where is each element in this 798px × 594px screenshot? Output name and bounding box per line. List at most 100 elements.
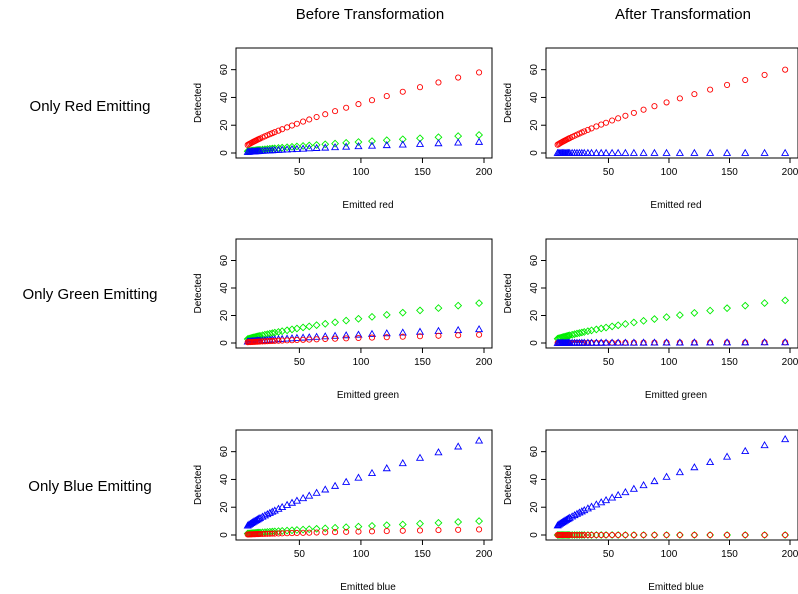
data-point-blue xyxy=(287,145,297,153)
y-tick-label: 20 xyxy=(219,501,230,513)
data-point-blue xyxy=(454,138,463,146)
y-tick-label: 60 xyxy=(219,64,230,76)
data-point-blue xyxy=(398,328,407,336)
data-point-red xyxy=(343,104,350,111)
x-tick-label: 100 xyxy=(353,549,370,560)
y-tick-label: 0 xyxy=(529,340,540,346)
data-point-red xyxy=(284,124,291,131)
data-point-blue xyxy=(601,148,611,156)
y-tick-label: 0 xyxy=(219,532,230,538)
data-point-green xyxy=(577,328,586,337)
data-point-blue xyxy=(283,145,292,153)
x-tick-label: 100 xyxy=(661,549,678,560)
y-tick-label: 20 xyxy=(529,501,540,513)
data-point-blue xyxy=(454,325,463,334)
data-point-green xyxy=(621,320,630,328)
data-point-green xyxy=(299,323,308,332)
data-point-blue xyxy=(299,493,308,502)
data-point-blue xyxy=(706,338,715,346)
y-axis-label: Detected xyxy=(193,273,204,313)
y-tick-label: 40 xyxy=(529,282,540,294)
data-point-red xyxy=(322,335,329,343)
data-point-red xyxy=(640,531,647,539)
y-tick-label: 20 xyxy=(529,310,540,322)
data-point-green xyxy=(354,314,363,323)
data-point-green xyxy=(274,144,283,152)
x-tick-label: 200 xyxy=(782,167,798,178)
data-point-green xyxy=(382,136,391,145)
data-point-green xyxy=(675,311,684,319)
y-tick-label: 40 xyxy=(219,91,230,103)
data-point-blue xyxy=(331,481,340,489)
panel-green-before: 50 100 150 200 0 20 40 60 Emitted green Detected xyxy=(193,238,493,401)
data-point-red xyxy=(306,116,313,123)
data-point-red xyxy=(269,337,276,345)
data-point-red xyxy=(300,336,307,343)
data-point-red xyxy=(271,530,278,537)
data-point-green xyxy=(354,522,363,531)
data-point-blue xyxy=(278,145,287,153)
plot-frame xyxy=(235,238,493,349)
data-point-red xyxy=(761,71,768,78)
data-point-blue xyxy=(305,144,314,152)
data-point-blue xyxy=(367,468,377,477)
data-point-blue xyxy=(592,338,601,346)
data-point-blue xyxy=(760,441,769,449)
data-point-green xyxy=(416,134,424,143)
data-point-green xyxy=(321,319,330,328)
data-point-red xyxy=(399,333,406,340)
data-point-red xyxy=(288,122,296,129)
data-point-red xyxy=(313,529,320,536)
data-point-red xyxy=(724,531,731,539)
data-point-blue xyxy=(675,467,684,476)
data-point-blue xyxy=(321,332,330,340)
data-point-blue xyxy=(781,434,790,443)
data-point-red xyxy=(368,528,376,535)
x-tick-label: 150 xyxy=(414,167,431,178)
data-point-green xyxy=(299,142,308,150)
data-point-red xyxy=(435,527,442,534)
data-point-green xyxy=(583,327,592,336)
x-tick-label: 150 xyxy=(414,549,431,560)
x-axis-label: Emitted red xyxy=(342,200,393,211)
data-point-red xyxy=(275,127,282,134)
data-point-green xyxy=(608,322,617,331)
data-point-red xyxy=(383,334,390,341)
plot-frame xyxy=(545,47,798,159)
y-tick-label: 0 xyxy=(529,150,540,156)
x-tick-label: 100 xyxy=(353,167,370,178)
data-point-red xyxy=(578,531,585,539)
data-point-blue xyxy=(614,338,623,346)
data-point-blue xyxy=(722,148,732,156)
data-point-blue xyxy=(621,487,630,496)
x-tick-label: 50 xyxy=(294,167,306,178)
data-point-red xyxy=(279,530,286,537)
data-point-green xyxy=(368,137,376,146)
x-tick-label: 50 xyxy=(294,549,306,560)
data-point-green xyxy=(368,521,376,530)
data-point-blue xyxy=(781,338,790,346)
data-point-red xyxy=(355,334,362,342)
data-point-green xyxy=(312,140,321,149)
y-axis-label: Detected xyxy=(503,273,514,313)
data-point-blue xyxy=(475,137,484,145)
data-point-blue xyxy=(592,148,601,156)
data-point-blue xyxy=(415,453,425,461)
panel-red-before: 50 100 150 200 0 20 40 60 Emitted red Detected xyxy=(193,47,493,211)
data-point-blue xyxy=(614,490,623,499)
data-point-blue xyxy=(354,330,363,338)
data-point-red xyxy=(622,531,629,539)
data-point-blue xyxy=(562,515,571,523)
x-tick-label: 150 xyxy=(721,549,738,560)
data-point-blue xyxy=(587,338,596,346)
data-point-blue xyxy=(342,477,351,485)
x-tick-label: 200 xyxy=(476,357,493,368)
data-point-blue xyxy=(342,331,351,339)
data-point-blue xyxy=(270,506,279,514)
data-point-green xyxy=(382,521,391,530)
data-point-blue xyxy=(252,515,261,524)
x-tick-label: 200 xyxy=(782,357,798,368)
data-point-red xyxy=(630,109,637,116)
data-point-red xyxy=(622,112,629,119)
y-tick-label: 40 xyxy=(529,473,540,485)
